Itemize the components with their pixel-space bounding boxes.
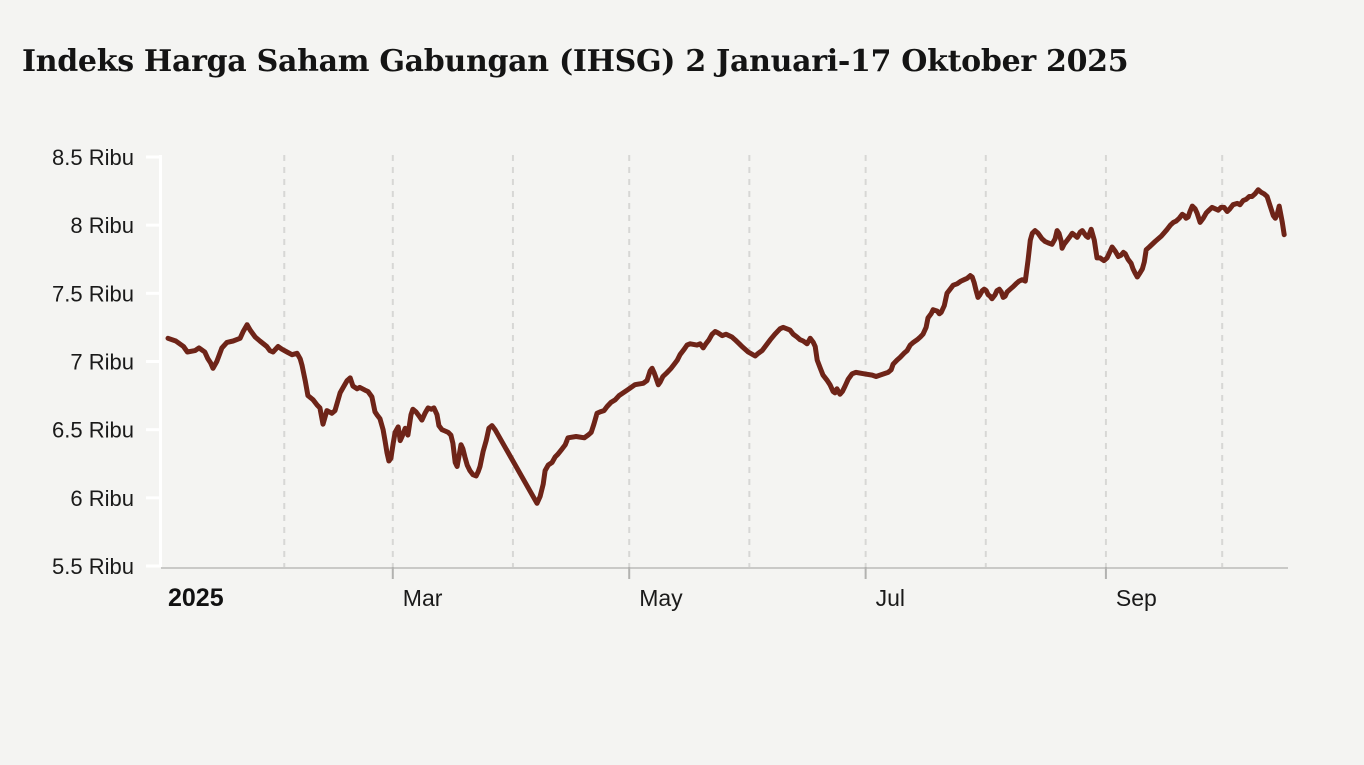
series-line-ihsg xyxy=(165,187,1287,506)
x-axis-year-label: 2025 xyxy=(168,584,224,612)
x-axis-label: Jul xyxy=(876,585,905,611)
y-axis-label: 6 Ribu xyxy=(70,486,134,511)
y-axis-label: 5.5 Ribu xyxy=(52,554,134,579)
y-axis-label: 6.5 Ribu xyxy=(52,418,134,443)
y-axis-label: 8 Ribu xyxy=(70,213,134,238)
x-axis-label: May xyxy=(639,585,683,611)
y-axis-label: 7 Ribu xyxy=(70,350,134,375)
y-axis-label: 7.5 Ribu xyxy=(52,281,134,306)
x-axis-label: Mar xyxy=(403,585,443,611)
x-axis-label: Sep xyxy=(1116,585,1157,611)
chart-title: Indeks Harga Saham Gabungan (IHSG) 2 Jan… xyxy=(22,44,1129,79)
y-axis-label: 8.5 Ribu xyxy=(52,145,134,170)
